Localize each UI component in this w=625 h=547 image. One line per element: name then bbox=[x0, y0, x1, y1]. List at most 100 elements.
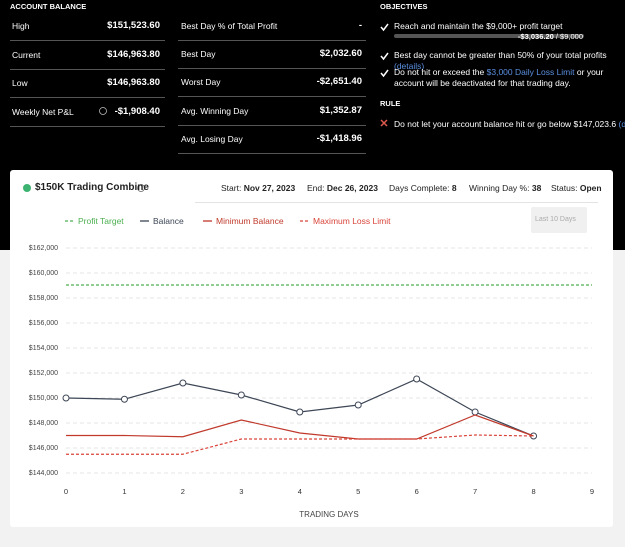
x-tick-label: 7 bbox=[473, 487, 477, 496]
y-tick-label: $144,000 bbox=[29, 470, 58, 477]
data-point bbox=[237, 391, 245, 399]
y-tick-label: $162,000 bbox=[29, 245, 58, 252]
text: Do not let your account balance hit or g… bbox=[394, 119, 617, 129]
y-tick-label: $156,000 bbox=[29, 320, 58, 327]
row-value: $146,963.80 bbox=[107, 77, 160, 88]
check-icon bbox=[380, 69, 389, 78]
data-point bbox=[62, 394, 70, 402]
objective-text: Do not hit or exceed the $3,000 Daily Lo… bbox=[394, 67, 614, 89]
data-point bbox=[179, 379, 187, 387]
row-label: Worst Day bbox=[181, 77, 221, 88]
row-value: -$2,651.40 bbox=[316, 76, 362, 88]
x-tick-label: 0 bbox=[64, 487, 68, 496]
meta-value: Open bbox=[579, 183, 602, 193]
row-value: $151,523.60 bbox=[107, 20, 160, 31]
meta-value: Nov 27, 2023 bbox=[243, 183, 296, 193]
rule-text: Do not let your account balance hit or g… bbox=[394, 119, 625, 129]
y-tick-label: $146,000 bbox=[29, 445, 58, 452]
separator bbox=[10, 125, 165, 127]
row-label: Best Day % of Total Profit bbox=[181, 21, 278, 31]
info-icon bbox=[99, 107, 107, 115]
progress-target: / $9,000 bbox=[555, 32, 583, 41]
x-tick-label: 4 bbox=[298, 487, 302, 496]
meta-label: Days Complete: bbox=[389, 183, 450, 193]
card-title: $150K Trading Combine bbox=[35, 182, 149, 193]
data-point bbox=[120, 395, 128, 403]
legend-label: Minimum Balance bbox=[216, 216, 284, 226]
separator bbox=[178, 124, 366, 126]
check-icon bbox=[380, 52, 389, 61]
link[interactable]: $3,000 Daily Loss Limit bbox=[486, 67, 575, 77]
text: or your account will be deactivated for … bbox=[394, 67, 604, 88]
objective-text: Best day cannot be greater than 50% of y… bbox=[394, 50, 614, 72]
y-tick-label: $158,000 bbox=[29, 295, 58, 302]
row-label: Weekly Net P&L bbox=[12, 106, 74, 117]
x-tick-label: 5 bbox=[356, 487, 360, 496]
data-point bbox=[354, 401, 362, 409]
separator bbox=[10, 68, 165, 70]
x-icon bbox=[380, 119, 388, 127]
meta-label: End: bbox=[307, 183, 325, 193]
separator bbox=[10, 97, 165, 98]
progress-bar bbox=[394, 34, 584, 38]
progress-text: -$3,036.20 / $9,000 bbox=[518, 32, 583, 41]
row-label: Current bbox=[12, 49, 41, 60]
legend-label: Profit Target bbox=[78, 216, 124, 226]
row-value: $146,963.80 bbox=[107, 48, 160, 60]
text: Do not hit or exceed the bbox=[394, 67, 485, 77]
row-value: $2,032.60 bbox=[319, 48, 362, 60]
x-axis-title: TRADING DAYS bbox=[299, 510, 358, 519]
x-tick-label: 1 bbox=[122, 487, 126, 496]
series-line bbox=[65, 378, 534, 437]
row-label: Avg. Losing Day bbox=[181, 133, 243, 144]
meta-item: Start: Nov 27, 2023 bbox=[221, 183, 295, 193]
x-tick-label: 2 bbox=[181, 487, 185, 496]
meta-label: Status: bbox=[551, 183, 578, 193]
objective-text: Reach and maintain the $9,000+ profit ta… bbox=[394, 21, 614, 32]
section-title: ACCOUNT BALANCE bbox=[10, 2, 87, 11]
progress-value: -$3,036.20 bbox=[517, 32, 554, 41]
row-value: $1,352.87 bbox=[319, 104, 362, 116]
data-point bbox=[296, 408, 304, 416]
meta-item: Days Complete: 8 bbox=[389, 183, 457, 193]
text: Best day cannot be greater than 50% of y… bbox=[394, 50, 607, 60]
y-tick-label: $148,000 bbox=[29, 420, 58, 427]
data-point bbox=[471, 408, 479, 416]
row-value: - bbox=[358, 20, 362, 31]
check-icon bbox=[380, 23, 389, 32]
meta-label: Start: bbox=[221, 183, 242, 193]
y-tick-label: $160,000 bbox=[29, 270, 58, 277]
y-tick-label: $150,000 bbox=[29, 395, 58, 402]
separator bbox=[178, 68, 366, 70]
row-label: Avg. Winning Day bbox=[181, 105, 249, 116]
y-tick-label: $154,000 bbox=[29, 345, 58, 352]
info-icon bbox=[137, 184, 145, 192]
series-line bbox=[66, 414, 534, 440]
link[interactable]: (details) bbox=[618, 119, 625, 129]
status-dot bbox=[23, 184, 31, 192]
meta-item: Status: Open bbox=[551, 183, 602, 193]
x-tick-label: 3 bbox=[239, 487, 243, 496]
text: Reach and maintain the $9,000+ profit ta… bbox=[394, 21, 563, 31]
meta-value: 38 bbox=[531, 183, 542, 193]
legend-label: Maximum Loss Limit bbox=[313, 216, 391, 226]
separator bbox=[178, 152, 366, 154]
separator bbox=[178, 96, 366, 98]
legend-label: Balance bbox=[153, 216, 184, 226]
x-tick-label: 6 bbox=[415, 487, 419, 496]
dropdown[interactable]: Last 10 Days bbox=[531, 207, 587, 233]
meta-label: Winning Day %: bbox=[469, 183, 530, 193]
row-label: Low bbox=[12, 78, 28, 88]
meta-item: Winning Day %: 38 bbox=[469, 183, 541, 193]
row-value: -$1,418.96 bbox=[316, 132, 362, 144]
y-tick-label: $152,000 bbox=[29, 370, 58, 377]
separator bbox=[195, 202, 598, 203]
section-title: OBJECTIVES bbox=[380, 2, 428, 11]
link[interactable]: (details) bbox=[394, 61, 425, 71]
row-label: Best Day bbox=[181, 49, 216, 60]
row-value: -$1,908.40 bbox=[114, 105, 160, 117]
section-title: RULE bbox=[380, 99, 401, 108]
row-label: High bbox=[12, 21, 30, 31]
